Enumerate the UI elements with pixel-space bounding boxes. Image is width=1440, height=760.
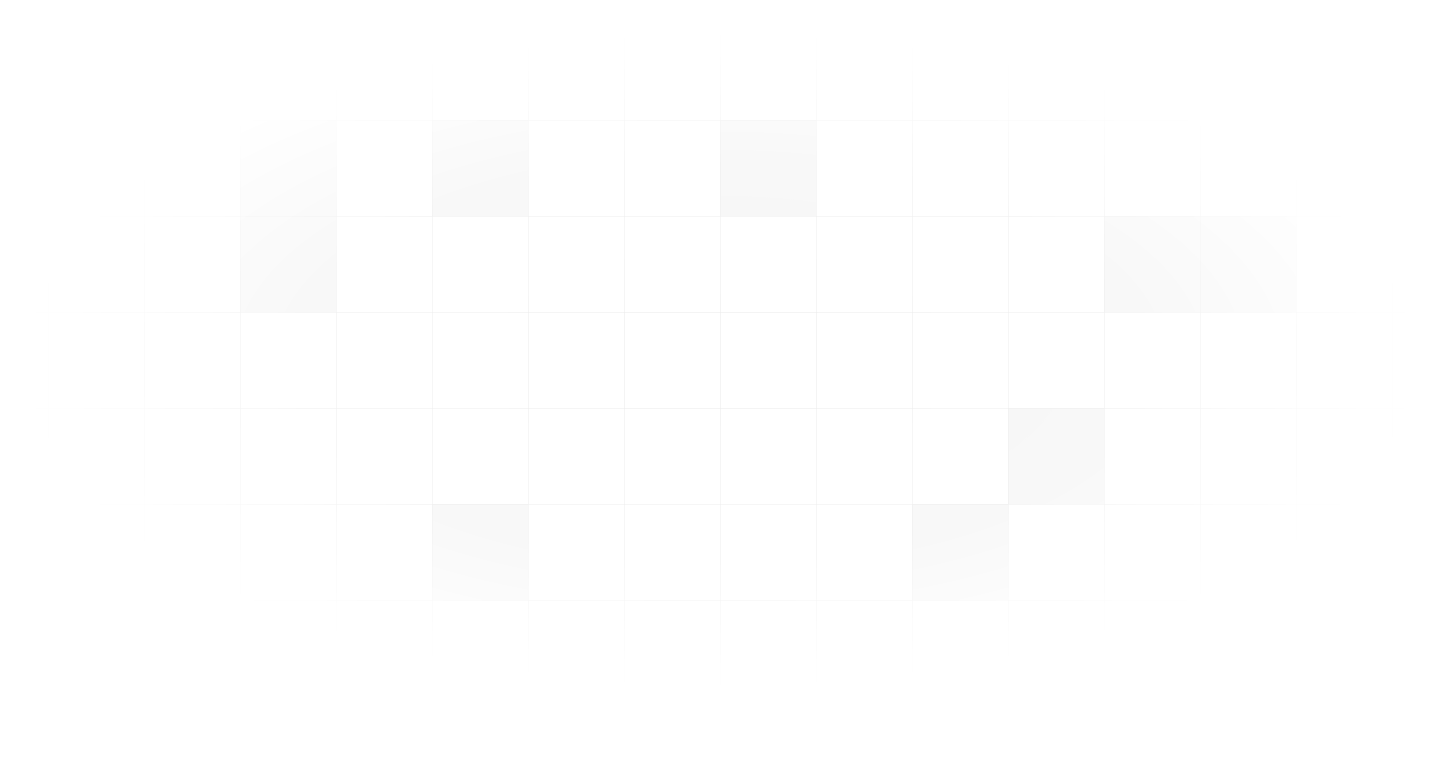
page-body: [0, 0, 1440, 760]
grid-background: [0, 0, 1440, 760]
page: {} html, body { margin: 0; padding: 0; w…: [0, 0, 1440, 760]
grid-lines: [0, 0, 1440, 760]
grid-layer: [0, 0, 1440, 760]
